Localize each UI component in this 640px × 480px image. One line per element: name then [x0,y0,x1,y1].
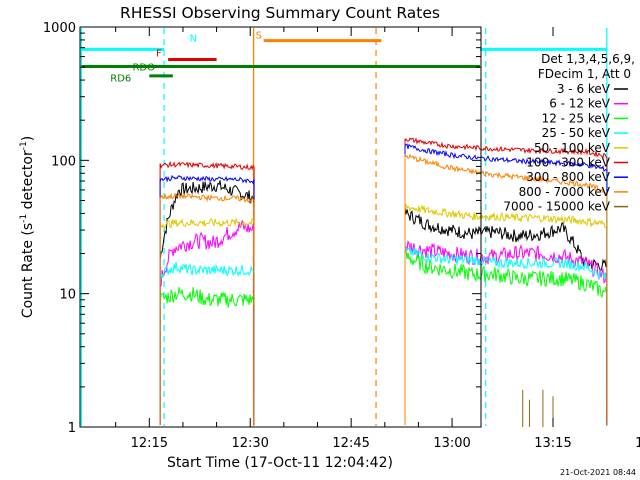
series-line-12-25-kev-seg2 [404,248,608,426]
x-tick-label: 13:15 [534,436,571,451]
legend-label: 3 - 6 keV [557,82,611,96]
flag-label-f: F [156,49,162,60]
legend-header-1: Det 1,3,4,5,6,9, [541,52,635,66]
legend-label: 25 - 50 keV [542,126,611,140]
y-axis-label-end: ) [20,136,36,141]
y-tick-label: 1000 [43,21,76,36]
plot-frame [79,26,482,428]
legend-label: 100 - 300 keV [526,156,610,170]
series-line-800-7000-kev-seg2 [404,153,608,426]
y-tick-label: 100 [51,154,76,169]
x-tick-label: 12:45 [332,436,369,451]
legend: Det 1,3,4,5,6,9, FDecim 1, Att 0 3 - 6 k… [503,52,635,214]
legend-label: 12 - 25 keV [542,111,611,125]
legend-label: 50 - 100 keV [534,141,611,155]
y-axis-label-sup2: -1 [19,141,29,150]
series-line-25-50-kev-seg2 [404,245,608,426]
flag-label-rdo: RDO [132,63,155,74]
series-line-800-7000-kev-seg1 [159,191,255,426]
flag-label-rd6: RD6 [110,74,131,85]
x-axis-label: Start Time (17-Oct-11 12:04:42) [167,455,393,471]
x-tick-label: 12:30 [231,436,268,451]
y-tick-label: 10 [59,288,76,303]
legend-label: 300 - 800 keV [526,170,610,184]
series-line-3-6-kev-seg1 [159,180,255,426]
legend-label: 7000 - 15000 keV [503,200,610,214]
series-lines [159,137,608,427]
x-tick-label: 12:15 [131,436,168,451]
legend-label: 6 - 12 keV [549,97,611,111]
series-line-6-12-kev-seg1 [159,220,255,426]
series-line-50-100-kev-seg2 [404,203,608,426]
y-axis-label-main: Count Rate (s [20,223,36,318]
legend-header-2: FDecim 1, Att 0 [538,67,631,81]
series-line-300-800-kev-seg1 [159,174,255,426]
x-tick-label: 13:00 [433,436,470,451]
series-line-100-300-kev-seg2 [404,137,608,426]
series-line-12-25-kev-seg1 [159,287,255,426]
series-line-100-300-kev-seg1 [159,160,255,426]
y-tick-label: 1 [68,421,76,436]
x-axis: 12:15 12:30 12:45 13:00 13:15 13:30 [115,27,640,451]
series-line-25-50-kev-seg1 [159,261,255,426]
chart-title: RHESSI Observing Summary Count Rates [120,4,440,22]
y-axis-label: Count Rate (s-1 detector-1) [19,136,36,318]
series-line-50-100-kev-seg1 [159,217,255,426]
x-tick-label: 13:30 [635,436,640,451]
y-axis-label-sup1: -1 [19,214,29,223]
legend-label: 800 - 7000 keV [519,185,611,199]
y-axis-label-mid: detector [20,150,36,214]
flag-label-n: N [190,33,197,44]
flag-label-s: S [256,30,262,41]
y-axis: 1 10 100 1000 [43,21,481,436]
timestamp: 21-Oct-2021 08:44 [560,468,636,477]
series-line-3-6-kev-seg2 [404,206,608,426]
series-line-300-800-kev-seg2 [404,143,608,426]
